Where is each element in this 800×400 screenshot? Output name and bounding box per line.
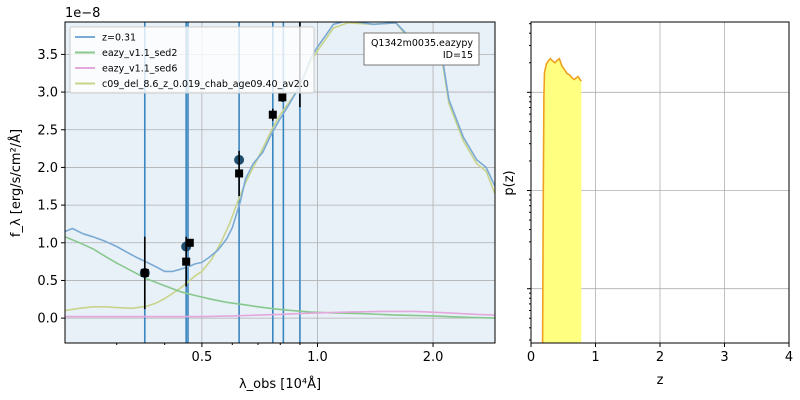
object-annotation: Q1342m0035.eazypy ID=15 — [363, 32, 480, 66]
observed-photometry-point — [140, 268, 149, 277]
observed-photometry-point — [185, 238, 194, 247]
annotation-box — [363, 32, 480, 66]
observed-photometry-point — [268, 110, 277, 119]
legend-label: c09_del_8.6_z_0.019_chab_age09.40_av2.0 — [102, 79, 309, 90]
pz-x-ticks: 0 1 2 3 4 — [527, 343, 793, 365]
sed-chart: 0.5 1.0 2.0 0.00.51.01.52.02.53.03.5 1e−8 … — [8, 6, 496, 392]
photometry-points — [139, 92, 287, 310]
sed-y-axis-label: f_λ [erg/s/cm²/Å] — [8, 129, 24, 237]
sed-legend: z=0.31 eazy_v1.1_sed2 eazy_v1.1_sed6 c09_de… — [69, 26, 315, 94]
pz-x-axis-label: z — [657, 373, 664, 388]
legend-label: eazy_v1.1_sed6 — [102, 64, 177, 75]
sed-y-ticks: 0.0 0.5 1.0 1.5 2.0 2.5 3.0 3.5 — [37, 48, 65, 327]
sed-y-tick-label: 1.5 — [37, 199, 58, 214]
legend-label: eazy_v1.1_sed2 — [102, 48, 177, 59]
sed-y-tick-label: 1.0 — [37, 236, 58, 251]
pz-x-tick-label: 0 — [527, 350, 535, 365]
pz-y-axis-label: p(z) — [502, 170, 517, 195]
annotation-object-id: ID=15 — [443, 50, 473, 61]
sed-x-tick-label: 2.0 — [423, 350, 444, 365]
sed-series-line — [65, 236, 495, 319]
sed-y-tick-label: 0.5 — [37, 274, 58, 289]
sed-x-tick-label: 0.5 — [192, 350, 213, 365]
sed-y-tick-label: 3.0 — [37, 86, 58, 101]
sed-y-tick-label: 3.5 — [37, 48, 58, 63]
sed-y-tick-label: 0.0 — [37, 312, 58, 327]
pz-curve-group — [541, 57, 582, 343]
sed-series-line — [65, 310, 495, 318]
pz-chart: 0 1 2 3 4 z p(z) — [502, 21, 793, 388]
annotation-field-name: Q1342m0035.eazypy — [371, 38, 473, 49]
pz-x-tick-label: 2 — [656, 350, 664, 365]
pz-y-ticks — [527, 23, 531, 341]
observed-photometry-point — [182, 257, 191, 266]
sed-x-ticks: 0.5 1.0 2.0 — [116, 343, 444, 365]
pz-curve — [541, 57, 582, 343]
sed-x-axis-label: λ_obs [10⁴Å] — [239, 376, 321, 392]
observed-photometry-point — [278, 93, 287, 102]
sed-x-tick-label: 1.0 — [307, 350, 328, 365]
sed-y-tick-label: 2.0 — [37, 161, 58, 176]
sed-y-tick-label: 2.5 — [37, 123, 58, 138]
pz-x-tick-label: 1 — [591, 350, 599, 365]
legend-label: z=0.31 — [102, 33, 136, 44]
pz-fill-area — [542, 58, 582, 343]
offset-text: 1e−8 — [65, 6, 100, 21]
pz-x-tick-label: 3 — [720, 350, 728, 365]
observed-photometry-point — [235, 169, 244, 178]
pz-x-tick-label: 4 — [785, 350, 793, 365]
legend-box — [69, 26, 315, 94]
